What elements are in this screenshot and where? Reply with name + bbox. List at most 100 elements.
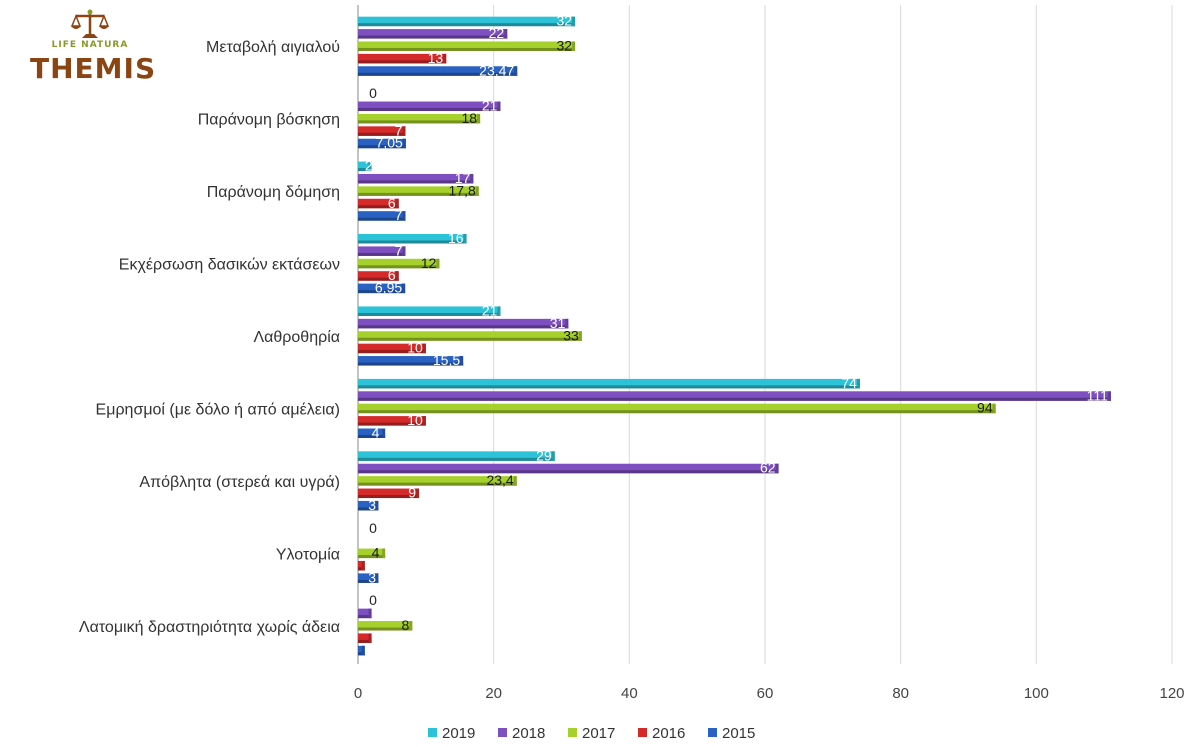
x-tick-label: 80 [892,685,909,702]
bar-2015 [358,500,379,511]
bar-shade-2016 [358,205,399,209]
data-label-2018: 21 [482,98,498,114]
bar-shade-2017 [358,47,576,51]
bar-2018 [358,246,406,256]
bar-2015 [358,428,386,438]
bar-shade-2016 [358,639,372,643]
bar-2019 [358,306,501,316]
bar-2017 [358,403,996,414]
data-label-2017: 4 [372,545,380,561]
bar-2019 [358,234,467,244]
data-label-2018: 22 [489,25,505,41]
legend-label-2018: 2018 [512,725,545,742]
x-tick-label: 0 [354,685,362,702]
bar-2017 [358,186,479,196]
legend: 2019 2018 2017 2016 2015 [428,725,755,742]
data-label-2019: 16 [448,230,464,246]
category-label: Απόβλητα (στερεά και υγρά) [139,474,340,491]
data-label-2018: 17 [455,170,471,186]
x-axis-ticks: 0 20 40 60 80 100 120 [354,685,1185,702]
bar-2015 [358,645,365,656]
bar-end-2016 [422,343,426,354]
bar-shade-2015 [358,145,406,149]
bar-end-2017 [578,331,582,341]
data-label-2015: 7 [395,207,403,223]
category-label: Μεταβολή αιγιαλού [206,39,340,56]
bar-end-2018 [497,101,501,112]
data-label-2016: 9 [408,485,416,501]
bar-end-2015 [402,138,406,149]
bar-end-2015 [375,573,379,583]
bar-2017 [358,258,440,269]
bar-2017 [358,476,517,486]
data-label-2015: 4 [372,424,380,440]
category-label: Εμρησμοί (με δόλο ή από αμέλεια) [96,401,340,418]
bar-shade-2017 [358,192,479,196]
bar-2018 [358,463,779,474]
bar-end-2019 [572,16,576,27]
bar-2019 [358,161,372,172]
bar-shade-2016 [358,277,399,281]
bar-end-2015 [361,645,365,656]
bar-end-2016 [443,53,447,64]
data-label-2015: 7,05 [376,135,403,151]
bar-2016 [358,53,447,64]
category-label: Εκχέρσωση δασικών εκτάσεων [119,257,340,274]
data-label-2016: 10 [407,340,423,356]
bar-end-2016 [361,560,365,571]
bar-shade-2015 [358,290,406,294]
data-label-2017: 23,4 [486,472,513,488]
bar-end-2017 [477,113,481,124]
bar-end-2015 [382,428,386,438]
bar-2016 [358,488,420,499]
bar-shade-2019 [358,385,860,389]
bar-end-2015 [375,500,379,511]
data-label-2016: 10 [407,412,423,428]
bar-2016 [358,343,426,354]
bar-2015 [358,66,518,76]
bar-end-2017 [382,548,386,559]
data-label-2017: 32 [556,37,572,53]
bar-2016 [358,416,426,426]
bar-shade-2017 [358,482,517,486]
bar-2018 [358,101,501,112]
bar-2016 [358,271,399,281]
legend-label-2019: 2019 [442,725,475,742]
bar-end-2017 [409,621,413,631]
data-label-2019: 0 [369,592,377,608]
x-tick-label: 40 [621,685,638,702]
bar-end-2018 [470,173,474,184]
data-label-2015: 3 [368,569,376,585]
bar-shade-2016 [358,567,365,571]
bar-shade-2016 [358,350,426,354]
x-tick-label: 20 [485,685,502,702]
bar-shade-2018 [358,325,569,329]
bar-shade-2015 [358,72,518,76]
bar-end-2015 [460,356,464,366]
bar-shade-2018 [358,397,1111,401]
bar-2015 [358,283,406,294]
bar-end-2017 [475,186,479,196]
data-label-2016: 6 [388,195,396,211]
data-label-2018: 7 [395,242,403,258]
bar-2015 [358,356,464,366]
bar-2017 [358,621,413,631]
data-label-2017: 8 [401,617,409,633]
data-label-2019: 32 [556,13,572,29]
bar-end-2018 [565,318,569,329]
bar-end-2019 [497,306,501,316]
scales-of-justice-icon [70,9,110,38]
category-label: Υλοτομία [276,546,340,563]
bar-2017 [358,548,386,559]
data-label-2015: 6,95 [375,280,402,296]
bar-2019 [358,451,555,461]
legend-swatch-2015 [708,728,717,737]
bar-end-2016 [368,633,372,643]
bar-shade-2018 [358,35,508,39]
bar-shade-2015 [358,652,365,656]
data-label-2015: 3 [368,497,376,513]
category-label: Λατομική δραστηριότητα χωρίς άδεια [79,619,340,636]
bar-end-2017 [436,258,440,269]
bar-end-2018 [1107,391,1111,401]
bar-end-2016 [395,198,399,209]
